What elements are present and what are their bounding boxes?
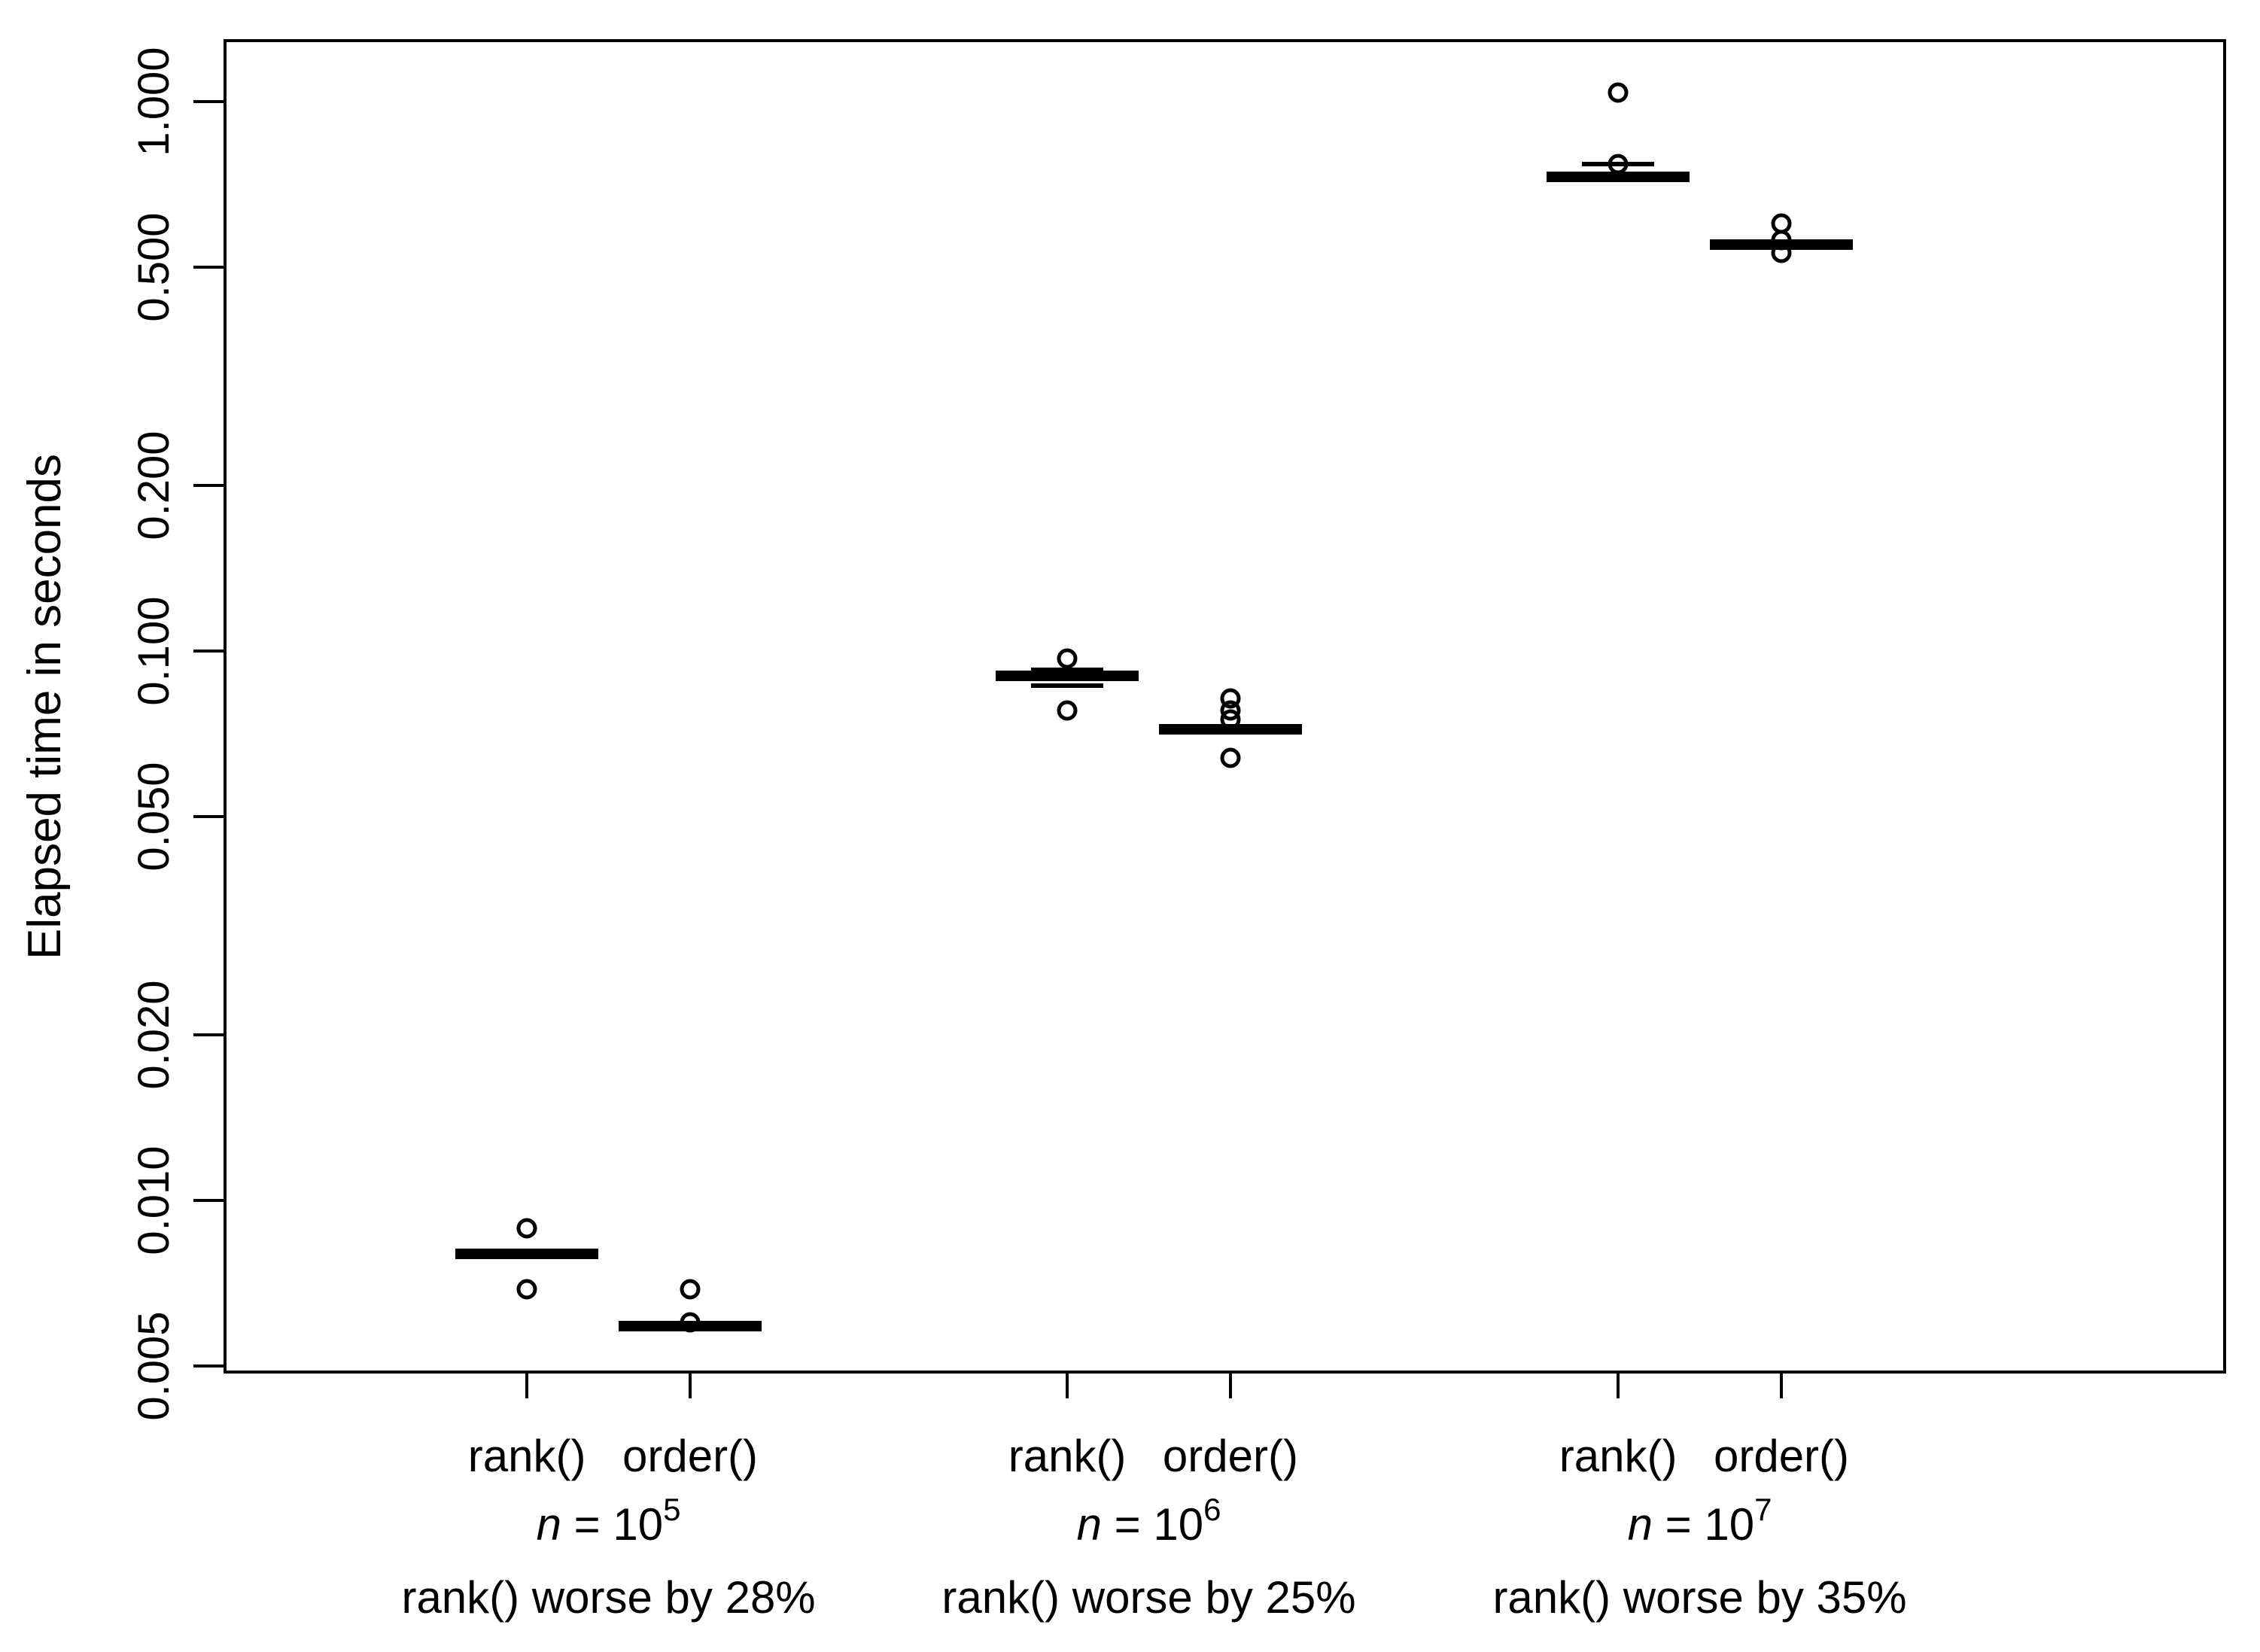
y-tick [193,814,224,818]
y-tick [193,1198,224,1202]
y-tick-label: 0.100 [129,596,178,706]
n-variable: n [1076,1499,1102,1550]
group-annotation: rank() worse by 25% [941,1572,1356,1623]
x-tick [525,1374,529,1398]
y-tick [193,265,224,269]
outlier-point [516,1279,537,1300]
y-tick [193,484,224,488]
outlier-point [1057,700,1078,721]
n-equation-base: = 10 [1652,1499,1755,1550]
box-median-bar [1547,171,1690,182]
x-tick [1617,1374,1620,1398]
outlier-point [1771,242,1792,263]
n-variable: n [1627,1499,1653,1550]
group-annotation: rank() worse by 35% [1492,1572,1907,1623]
y-tick [193,1033,224,1037]
n-equation-base: = 10 [561,1499,664,1550]
y-tick-label: 0.500 [129,212,178,322]
y-tick-label: 1.000 [129,47,178,157]
x-tick [1228,1374,1232,1398]
y-tick-label: 0.200 [129,430,178,540]
outlier-point [680,1279,701,1300]
y-tick [193,1364,224,1368]
y-tick-label: 0.020 [129,980,178,1090]
x-tick-label: rank() [1559,1431,1678,1481]
box-median-bar [455,1248,599,1259]
outlier-point [1608,82,1629,103]
outlier-point [1220,709,1241,730]
x-tick-label: order() [622,1431,759,1481]
n-exponent: 5 [663,1492,681,1527]
box-median-bar [996,671,1139,682]
group-annotation: rank() worse by 28% [401,1572,816,1623]
n-equation-base: = 10 [1101,1499,1204,1550]
outlier-point [1608,154,1629,175]
plot-area [224,39,2226,1374]
x-tick [1066,1374,1069,1398]
n-exponent: 7 [1754,1492,1772,1527]
outlier-point [1057,648,1078,669]
y-tick-label: 0.050 [129,762,178,872]
group-n-label: n = 106 [1076,1494,1221,1550]
group-n-label: n = 107 [1627,1494,1772,1550]
whisker-staple [1031,667,1104,672]
x-tick [689,1374,692,1398]
x-tick-label: order() [1162,1431,1298,1481]
group-n-label: n = 105 [536,1494,681,1550]
y-tick [193,100,224,104]
outlier-point [516,1218,537,1239]
n-exponent: 6 [1203,1492,1221,1527]
x-tick-label: order() [1713,1431,1849,1481]
y-tick-label: 0.010 [129,1145,178,1255]
y-tick-label: 0.005 [129,1311,178,1421]
y-axis-title: Elapsed time in seconds [19,453,71,960]
n-variable: n [536,1499,562,1550]
x-tick [1779,1374,1783,1398]
x-tick-label: rank() [467,1431,586,1481]
outlier-point [1220,747,1241,768]
x-tick-label: rank() [1008,1431,1127,1481]
y-tick [193,650,224,653]
whisker-staple [1031,683,1104,689]
outlier-point [680,1312,701,1333]
